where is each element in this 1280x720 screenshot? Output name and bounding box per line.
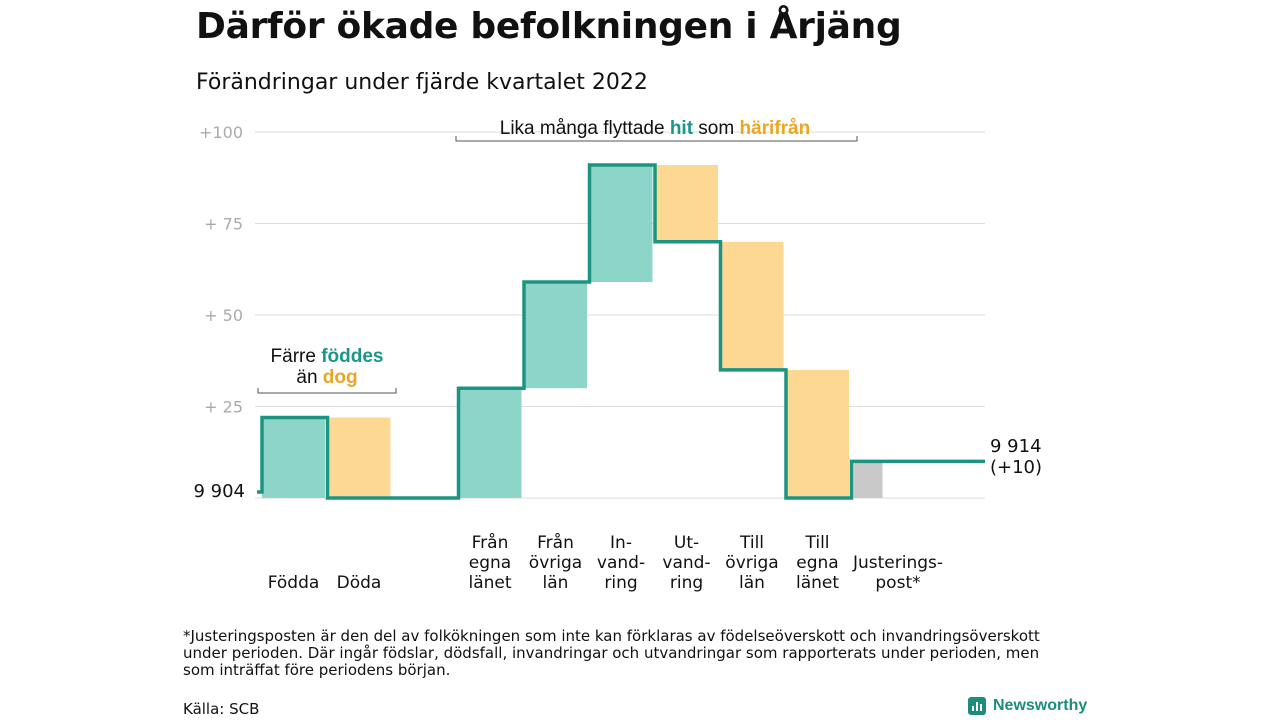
annotation-text: Lika många flyttade hit som härifrån [500, 118, 810, 139]
bar-out [786, 369, 849, 498]
category-label: In-vand-ring [597, 533, 645, 593]
y-tick-label: + 25 [204, 398, 243, 417]
bracket-migration [455, 136, 858, 142]
bar-in [262, 417, 325, 498]
y-tick-label: + 50 [204, 306, 243, 325]
bar-out [655, 164, 718, 242]
category-label: Ut-vand-ring [662, 533, 710, 593]
brand-logo: Newsworthy [968, 697, 1087, 715]
brand-name: Newsworthy [993, 697, 1088, 714]
bar-in [589, 164, 653, 283]
start-value-label: 9 904 [193, 481, 245, 502]
end-value-label: (+10) [990, 457, 1042, 478]
category-label: Till övriga län [725, 533, 778, 593]
y-tick-label: + 75 [204, 215, 243, 234]
end-value-label: 9 914 [990, 436, 1042, 457]
category-label: Födda [268, 573, 320, 593]
bar-in [524, 282, 587, 389]
category-label: Till egna länet [796, 533, 839, 593]
bar-out [327, 417, 391, 498]
bracket-births-deaths [257, 388, 397, 394]
cumulative-line [257, 163, 985, 500]
bar-out [720, 241, 784, 370]
source-text: Källa: SCB [183, 700, 260, 718]
chart-title: Därför ökade befolkningen i Årjäng [196, 6, 902, 47]
annotation-text: Färre föddes [271, 346, 384, 367]
bar-in [458, 388, 522, 498]
category-label: Från egna länet [468, 532, 511, 593]
bar-adjust [853, 461, 883, 498]
annotation-text: än dog [296, 367, 357, 388]
category-label: Justerings-post* [852, 553, 943, 593]
category-label: Från övriga län [529, 532, 582, 593]
footnote: *Justeringsposten är den del av folkökni… [183, 627, 1040, 679]
chart-subtitle: Förändringar under fjärde kvartalet 2022 [196, 70, 648, 95]
y-tick-label: +100 [199, 123, 243, 142]
newsworthy-icon [968, 697, 986, 715]
category-label: Döda [337, 573, 382, 593]
